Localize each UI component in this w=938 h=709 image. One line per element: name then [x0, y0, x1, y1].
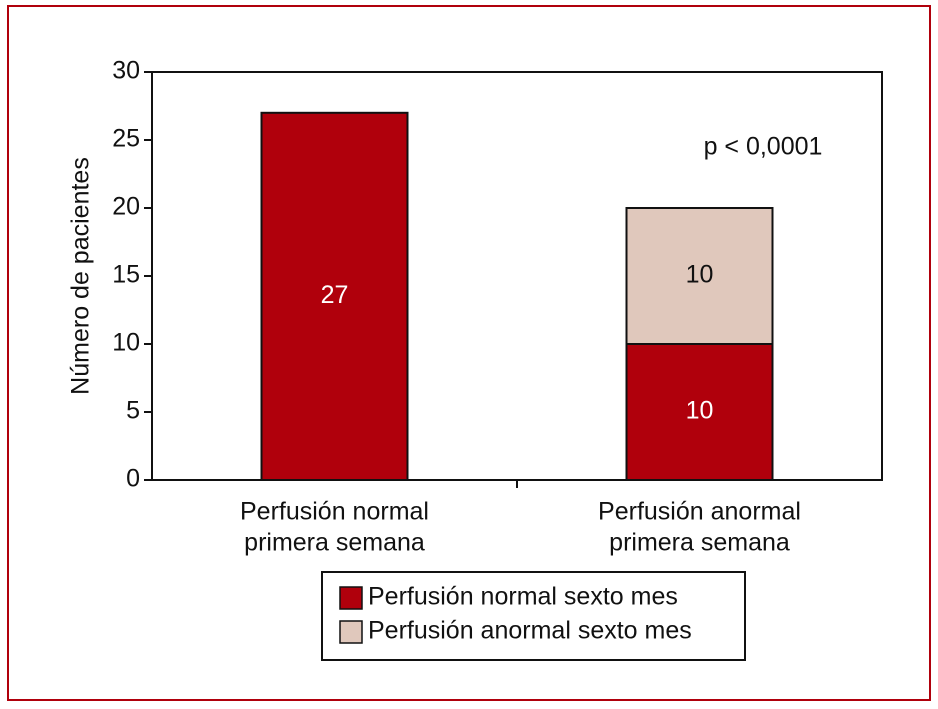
bar-segment — [625, 343, 774, 481]
x-tick-label: primera semana — [609, 529, 790, 557]
legend — [321, 571, 746, 661]
x-tick-label: Perfusión normal — [240, 498, 429, 526]
legend-label: Perfusión anormal sexto mes — [368, 617, 692, 645]
y-tick-label: 0 — [126, 465, 140, 493]
frame — [7, 5, 931, 701]
y-tick-label: 20 — [112, 193, 140, 221]
data-label: 10 — [686, 261, 714, 289]
y-axis-label: Número de pacientes — [67, 157, 95, 395]
data-label: 10 — [686, 397, 714, 425]
x-tick-label: Perfusión anormal — [598, 498, 801, 526]
legend-label: Perfusión normal sexto mes — [368, 583, 678, 611]
x-tick-label: primera semana — [244, 529, 425, 557]
legend-swatch — [339, 586, 363, 610]
y-tick-label: 30 — [112, 57, 140, 85]
bar-segment — [625, 207, 774, 345]
annotation: p < 0,0001 — [704, 133, 823, 161]
y-tick-label: 25 — [112, 125, 140, 153]
y-tick-label: 5 — [126, 397, 140, 425]
data-label: 27 — [321, 281, 349, 309]
y-tick-label: 15 — [112, 261, 140, 289]
legend-swatch — [339, 620, 363, 644]
y-tick-label: 10 — [112, 329, 140, 357]
bar-segment — [260, 111, 409, 482]
